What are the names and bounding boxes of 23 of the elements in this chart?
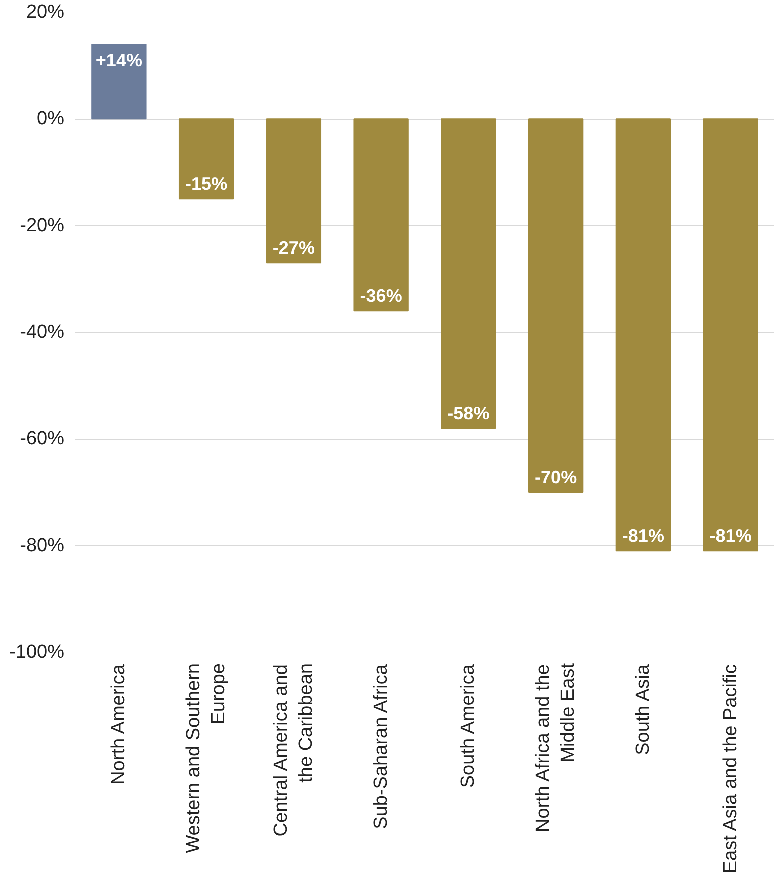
y-tick-label: -40% <box>20 322 65 343</box>
y-tick-label: 0% <box>37 108 65 130</box>
y-tick-label: -80% <box>20 535 65 556</box>
data-label: -81% <box>710 526 752 546</box>
x-tick-label: South America <box>458 664 480 788</box>
x-tick-label: Central America and the Caribbean <box>270 663 318 837</box>
x-tick-label: North Africa and the Middle East <box>532 662 580 832</box>
y-tick-label: -20% <box>20 215 65 236</box>
data-label: -81% <box>622 526 664 546</box>
y-tick-label: -60% <box>20 428 65 450</box>
data-label: +14% <box>96 50 142 70</box>
data-label: -36% <box>360 286 402 306</box>
data-label: -27% <box>272 238 315 258</box>
x-tick-label: East Asia and the Pacific <box>720 664 742 874</box>
data-label: -70% <box>535 468 578 488</box>
y-tick-label: 20% <box>26 2 65 23</box>
data-label: -15% <box>186 174 228 194</box>
x-tick-label: Sub-Saharan Africa <box>370 664 392 830</box>
data-label: -58% <box>448 404 490 424</box>
x-tick-label: Western and Southern Europe <box>183 663 230 854</box>
x-tick-label: North America <box>108 664 130 785</box>
y-tick-label: -100% <box>10 642 65 663</box>
x-tick-label: South Asia <box>632 664 654 756</box>
